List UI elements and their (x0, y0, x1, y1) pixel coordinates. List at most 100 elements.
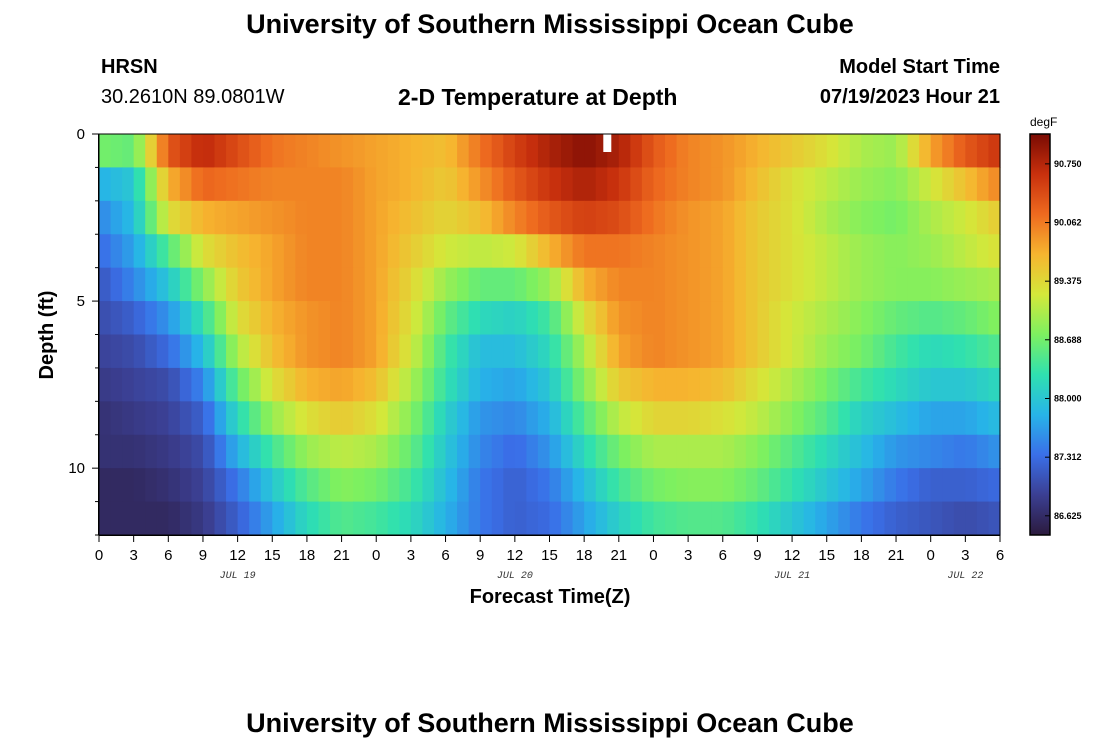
heatmap-cell (953, 134, 966, 169)
heatmap-cell (561, 334, 574, 369)
heatmap-cell (306, 234, 320, 269)
heatmap-cell (283, 367, 296, 402)
heatmap-cell (584, 501, 597, 536)
heatmap-cell (272, 468, 285, 503)
heatmap-cell (537, 234, 551, 269)
heatmap-cell (919, 167, 932, 202)
heatmap-cell (665, 234, 678, 269)
heatmap-cell (341, 367, 354, 402)
heatmap-cell (480, 367, 493, 402)
heatmap-cell (537, 468, 551, 503)
heatmap-cell (445, 167, 458, 202)
heatmap-cell (572, 434, 585, 469)
heatmap-cell (226, 501, 239, 536)
heatmap-cell (676, 134, 689, 169)
x-date-label: JUL 21 (774, 571, 810, 582)
heatmap-cell (156, 301, 169, 336)
heatmap-cell (653, 501, 666, 536)
heatmap-cell (884, 301, 897, 336)
heatmap-cell (410, 434, 424, 469)
heatmap-cell (768, 200, 782, 235)
heatmap-cell (214, 167, 227, 202)
heatmap-cell (237, 200, 250, 235)
heatmap-cell (815, 434, 828, 469)
heatmap-cell (838, 301, 851, 336)
heatmap-cell (526, 167, 539, 202)
x-tick-label: 9 (753, 547, 761, 564)
heatmap-cell (214, 234, 227, 269)
heatmap-cell (168, 434, 181, 469)
heatmap-cell (514, 468, 527, 503)
heatmap-cell (630, 434, 643, 469)
heatmap-cell (607, 301, 620, 336)
heatmap-cell (699, 267, 712, 302)
heatmap-cell (676, 434, 689, 469)
heatmap-cell (896, 267, 909, 302)
heatmap-cell (249, 367, 262, 402)
heatmap-cell (572, 468, 585, 503)
heatmap-cell (988, 234, 1001, 269)
heatmap-cell (896, 134, 909, 169)
heatmap-cell (780, 401, 793, 436)
heatmap-cell (722, 367, 735, 402)
heatmap-cell (780, 367, 793, 402)
heatmap-cell (514, 167, 527, 202)
heatmap-cell (792, 301, 805, 336)
heatmap-cell (745, 401, 759, 436)
heatmap-cell (537, 401, 551, 436)
heatmap-cell (953, 367, 966, 402)
heatmap-cell (202, 334, 216, 369)
heatmap-cell (537, 267, 551, 302)
heatmap-cell (572, 134, 585, 169)
heatmap-cell (237, 434, 250, 469)
heatmap-cell (145, 367, 158, 402)
heatmap-cell (872, 301, 886, 336)
colorbar-tick-label: 88.688 (1054, 335, 1082, 345)
heatmap-cell (584, 200, 597, 235)
heatmap-cell (503, 234, 516, 269)
heatmap-cell (711, 234, 724, 269)
heatmap-cell (549, 401, 562, 436)
heatmap-cell (838, 367, 851, 402)
heatmap-cell (907, 234, 920, 269)
heatmap-cell (330, 434, 343, 469)
heatmap-cell (815, 367, 828, 402)
x-axis: 0 3 6 9 12 15 18 21 0 3 6 9 12 15 18 21 0 3 6 9 12 15 18 21 0 3 6 J… (95, 535, 1004, 582)
heatmap-cell (202, 501, 216, 536)
heatmap-cell (330, 334, 343, 369)
heatmap-cell (503, 334, 516, 369)
heatmap-cell (110, 501, 123, 536)
heatmap-cell (457, 234, 470, 269)
heatmap-cell (792, 234, 805, 269)
heatmap-cell (630, 234, 643, 269)
heatmap-cell (122, 167, 135, 202)
heatmap-cell (919, 468, 932, 503)
heatmap-cell (976, 267, 990, 302)
heatmap-cell (561, 434, 574, 469)
x-tick-label: 6 (719, 547, 727, 564)
heatmap-cell (768, 334, 782, 369)
heatmap-cell (272, 200, 285, 235)
heatmap-cell (826, 200, 839, 235)
heatmap-cell (145, 334, 158, 369)
heatmap-cell (872, 167, 886, 202)
heatmap-cell (410, 167, 424, 202)
x-tick-label: 12 (507, 547, 524, 564)
heatmap-cell (191, 434, 204, 469)
heatmap-cell (133, 267, 146, 302)
heatmap-cell (191, 367, 204, 402)
x-tick-label: 0 (649, 547, 657, 564)
heatmap-cell (838, 200, 851, 235)
heatmap-cell (907, 334, 920, 369)
heatmap-cell (191, 501, 204, 536)
heatmap-cell (618, 401, 631, 436)
heatmap-cell (330, 501, 343, 536)
heatmap-cell (711, 468, 724, 503)
heatmap-cell (179, 134, 193, 169)
heatmap-cell (283, 401, 296, 436)
heatmap-cell (953, 401, 966, 436)
heatmap-cell (445, 134, 458, 169)
heatmap-cell (572, 501, 585, 536)
heatmap-cell (410, 267, 424, 302)
heatmap-cell (237, 334, 250, 369)
